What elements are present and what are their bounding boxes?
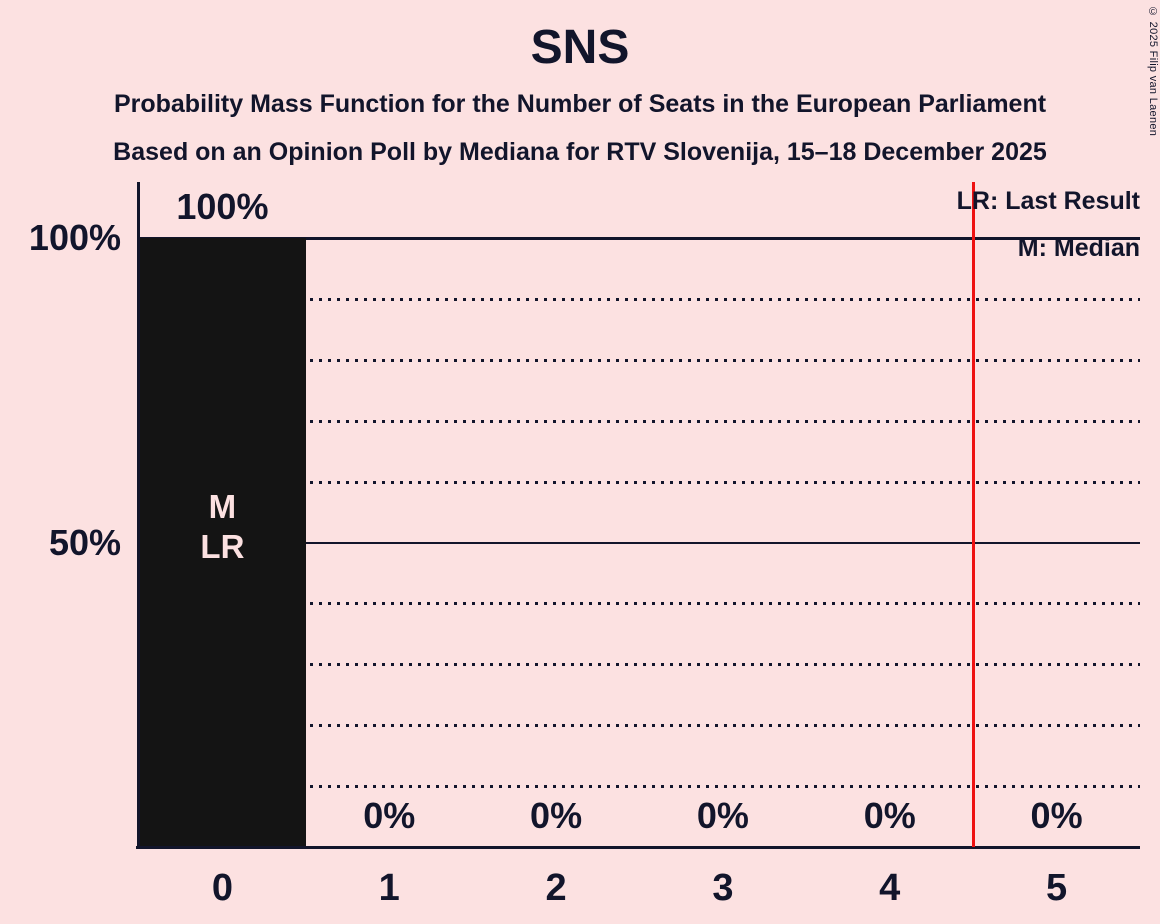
bar-value-label: 0% [1030, 795, 1083, 836]
gridline-dotted-10 [139, 785, 1140, 789]
legend-last-result-label: LR: Last Result [956, 187, 1140, 215]
bar-annotation-line: LR [200, 528, 245, 566]
x-axis-line [136, 845, 1140, 849]
bar-value-label: 0% [863, 795, 916, 836]
y-axis-tick-label-100: 100% [28, 217, 121, 258]
x-axis-tick-label: 4 [879, 867, 901, 909]
bar-annotation-median-last-result: M LR [139, 487, 306, 567]
y-axis-tick-label-50: 50% [48, 521, 121, 563]
subtitle-line1: Probability Mass Function for the Number… [113, 90, 1047, 118]
x-axis-tick-label: 5 [1046, 867, 1068, 909]
bar-annotation-line: M [208, 488, 237, 526]
page-title: SNS [530, 21, 630, 74]
last-result-marker-line [971, 182, 975, 847]
x-axis-tick-label: 3 [712, 867, 734, 909]
gridline-solid-100 [139, 237, 1140, 240]
bar-value-label: 0% [530, 795, 583, 836]
legend-median-label: M: Median [1017, 234, 1140, 262]
gridline-dotted-80 [139, 358, 1140, 362]
copyright-notice: © 2025 Filip van Laenen [1147, 6, 1159, 137]
x-axis-tick-label: 1 [378, 867, 400, 909]
gridline-dotted-70 [139, 419, 1140, 423]
y-axis-line [136, 182, 140, 848]
pmf-bar-0-seats [139, 238, 306, 847]
x-axis-tick-label: 2 [545, 867, 567, 909]
subtitle-line2: Based on an Opinion Poll by Mediana for … [113, 138, 1047, 166]
gridline-dotted-20 [139, 724, 1140, 728]
bar-value-label: 100% [176, 186, 269, 227]
x-axis-tick-label: 0 [211, 867, 233, 909]
bar-value-label: 0% [363, 795, 416, 836]
gridline-dotted-90 [139, 297, 1140, 301]
gridline-dotted-60 [139, 480, 1140, 484]
plot-area: 100% 0 0% 1 0% 2 0% 3 0% 4 0% 5 M LR [136, 182, 1140, 909]
gridline-dotted-40 [139, 602, 1140, 606]
gridline-dotted-30 [139, 663, 1140, 667]
bar-value-label: 0% [696, 795, 749, 836]
gridline-solid-50 [139, 541, 1140, 544]
